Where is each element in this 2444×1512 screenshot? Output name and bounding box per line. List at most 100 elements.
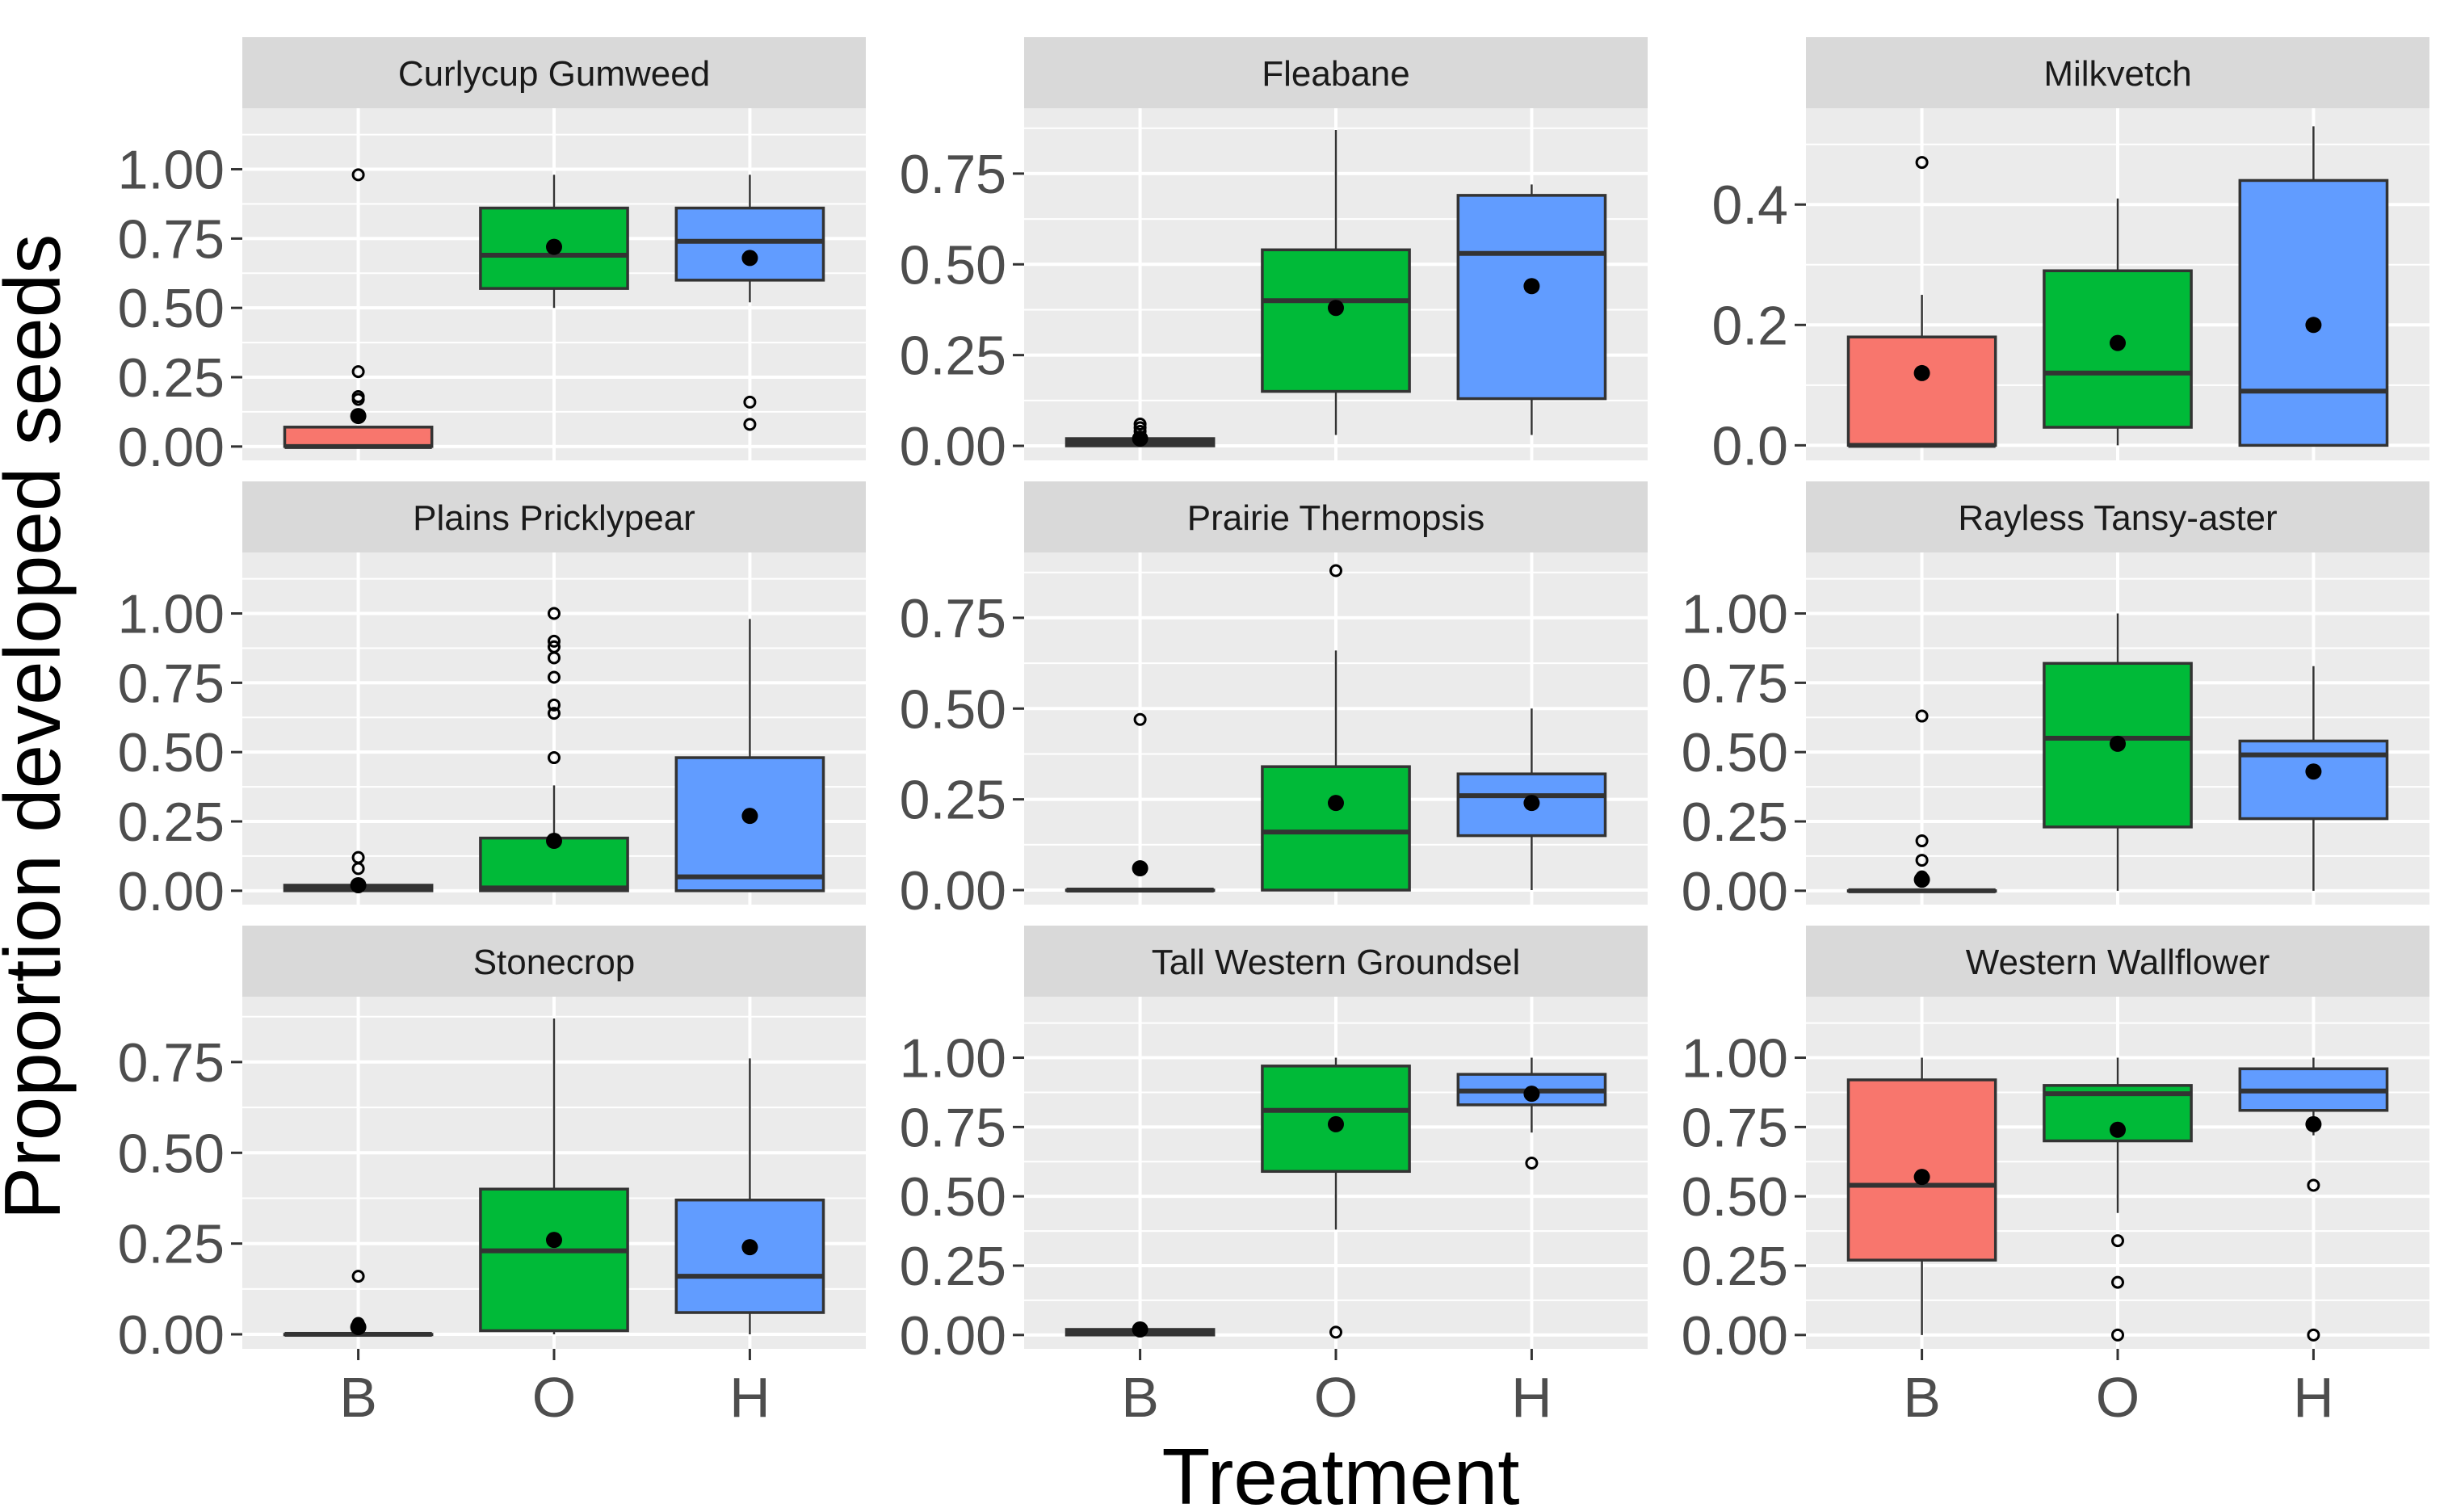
box-H	[1456, 1057, 1607, 1170]
facet-tall-western-groundsel: Tall Western Groundsel 0.00 0.25 0.50 0.75 1.…	[900, 926, 1648, 1429]
outlier-point	[548, 607, 561, 620]
outlier-point	[2307, 1178, 2320, 1192]
box-B	[283, 850, 434, 893]
box-body	[479, 1187, 629, 1333]
box-O	[2043, 613, 2193, 891]
x-tick-label: H	[729, 1366, 771, 1429]
facet-title: Western Wallflower	[1966, 943, 2270, 982]
y-tick-label: 0.75	[900, 588, 1006, 649]
box-O	[2043, 1057, 2193, 1342]
facet-strip	[1806, 926, 2429, 997]
outlier-point	[1915, 854, 1929, 867]
y-tick-label: 1.00	[1682, 1028, 1788, 1090]
box-body	[2238, 178, 2389, 447]
outlier-point	[351, 1270, 365, 1283]
outlier-point	[1915, 156, 1929, 170]
x-tick-label: H	[2293, 1366, 2334, 1429]
outlier-point	[548, 698, 561, 712]
y-tick-label: 0.50	[900, 234, 1006, 296]
x-tick-label: B	[1121, 1366, 1159, 1429]
facet-strip	[1806, 481, 2429, 552]
y-tick-label: 1.00	[118, 140, 225, 201]
mean-point	[2305, 317, 2322, 334]
outlier-point	[743, 395, 757, 409]
facet-strip	[1024, 926, 1648, 997]
y-tick-label: 0.25	[118, 347, 225, 409]
y-tick-label: 0.00	[1682, 1305, 1788, 1367]
mean-point	[1328, 795, 1344, 812]
box-body	[1261, 248, 1411, 393]
y-axis-title: Proportion developed seeds	[0, 234, 77, 1220]
facet-western-wallflower: Western Wallflower 0.00 0.25 0.50 0.75 1.00 B O…	[1682, 926, 2429, 1429]
y-tick-label: 0.75	[900, 1097, 1006, 1158]
box-H	[2238, 1057, 2389, 1342]
box-O	[479, 1018, 629, 1335]
mean-point	[1913, 1169, 1930, 1186]
y-tick-label: 0.2	[1711, 295, 1788, 356]
y-tick-label: 0.50	[118, 722, 225, 783]
box-H	[674, 619, 825, 892]
outlier-point	[2111, 1234, 2124, 1248]
y-tick-label: 0.25	[118, 1214, 225, 1275]
y-tick-label: 0.00	[900, 860, 1006, 922]
box-B	[283, 168, 434, 449]
outlier-point	[2111, 1328, 2124, 1342]
x-tick-label: H	[1511, 1366, 1552, 1429]
mean-point	[2110, 1121, 2126, 1138]
mean-point	[546, 238, 562, 255]
y-tick-label: 0.25	[1682, 1236, 1788, 1297]
box-body	[1456, 194, 1607, 401]
mean-point	[741, 808, 758, 825]
box-body	[479, 206, 629, 290]
mean-point	[2305, 763, 2322, 780]
mean-point	[546, 1232, 562, 1249]
mean-point	[350, 876, 367, 893]
outlier-point	[1329, 564, 1342, 578]
mean-point	[1328, 300, 1344, 317]
outlier-point	[2307, 1328, 2320, 1342]
mean-point	[2110, 735, 2126, 752]
outlier-point	[351, 393, 365, 406]
facet-fleabane: Fleabane 0.00 0.25 0.50 0.75	[900, 37, 1648, 477]
box-body	[1261, 765, 1411, 892]
box-body	[674, 756, 825, 892]
facet-strip	[1024, 481, 1648, 552]
mean-point	[1328, 1115, 1344, 1132]
outlier-point	[1915, 709, 1929, 723]
y-tick-label: 0.50	[900, 678, 1006, 740]
y-tick-label: 0.50	[1682, 1166, 1788, 1228]
box-O	[1261, 564, 1411, 892]
y-tick-label: 0.50	[1682, 722, 1788, 783]
y-tick-label: 1.00	[1682, 584, 1788, 645]
x-tick-label: O	[532, 1366, 576, 1429]
mean-point	[741, 1239, 758, 1256]
outlier-point	[2111, 1275, 2124, 1289]
box-B	[1846, 1057, 1997, 1335]
y-tick-label: 0.75	[1682, 1097, 1788, 1158]
facet-stonecrop: Stonecrop 0.00 0.25 0.50 0.75 B O H	[118, 926, 866, 1429]
facet-title: Milkvetch	[2043, 54, 2191, 94]
box-O	[1261, 129, 1411, 435]
outlier-point	[351, 862, 365, 876]
box-body	[674, 206, 825, 282]
facet-title: Tall Western Groundsel	[1152, 943, 1521, 982]
facet-title: Stonecrop	[473, 943, 636, 982]
y-tick-label: 0.00	[900, 416, 1006, 477]
facet-title: Rayless Tansy-aster	[1958, 498, 2277, 538]
outlier-point	[1329, 1325, 1342, 1339]
outlier-point	[351, 168, 365, 182]
mean-point	[1523, 278, 1540, 295]
y-tick-label: 0.25	[900, 1236, 1006, 1297]
y-tick-label: 0.75	[118, 653, 225, 714]
outlier-point	[743, 418, 757, 431]
y-tick-label: 0.00	[118, 861, 225, 922]
box-B	[1065, 712, 1216, 893]
mean-point	[1132, 1321, 1149, 1338]
y-tick-label: 1.00	[900, 1028, 1006, 1090]
box-H	[1456, 184, 1607, 435]
facet-title: Plains Pricklypear	[413, 498, 695, 538]
x-tick-label: O	[1314, 1366, 1358, 1429]
mean-point	[1523, 1086, 1540, 1102]
box-B	[283, 1270, 434, 1338]
y-tick-label: 0.00	[1682, 861, 1788, 922]
